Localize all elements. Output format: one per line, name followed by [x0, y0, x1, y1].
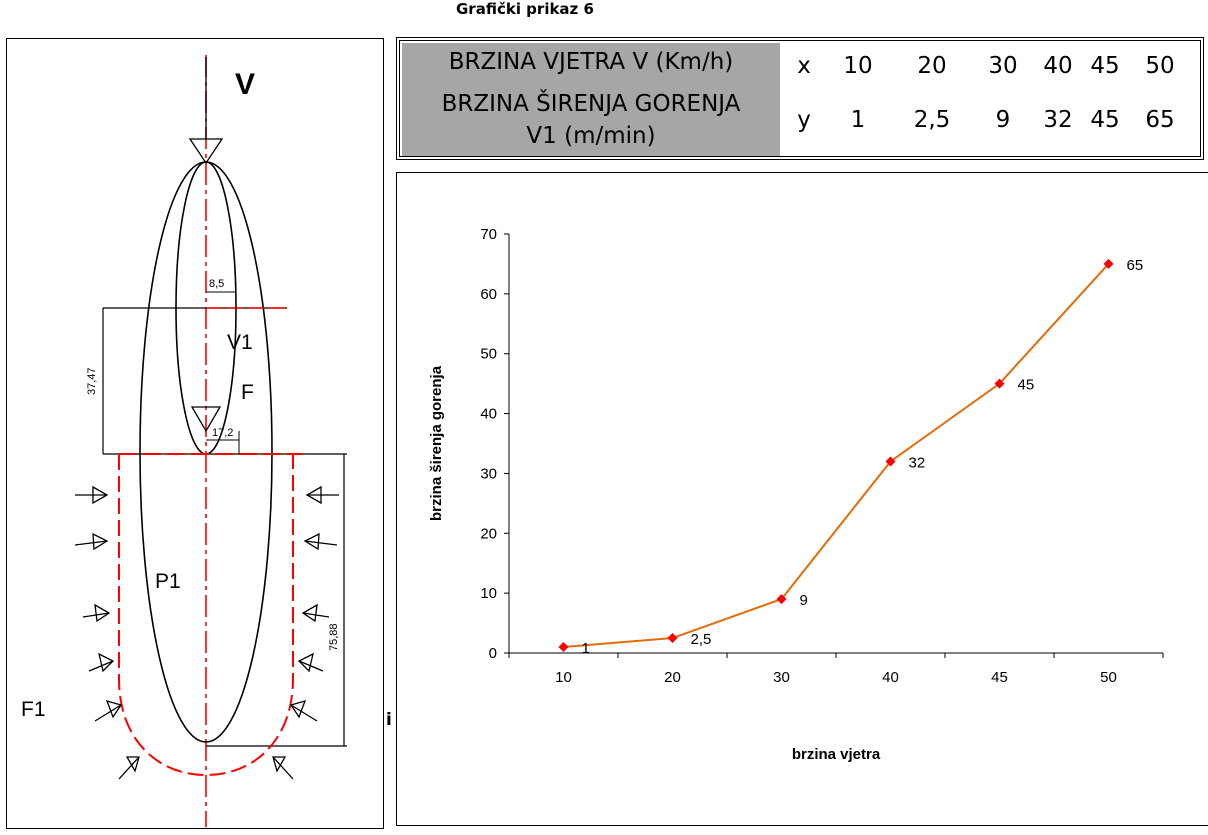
data-label: 9	[800, 592, 808, 609]
x-tick-label: 20	[664, 669, 681, 686]
flank-fire-contour	[118, 454, 294, 777]
data-label: 65	[1127, 257, 1144, 274]
data-label: 45	[1018, 377, 1035, 394]
row2-value: 1	[850, 107, 866, 133]
row1-value: 20	[917, 53, 947, 79]
row2-label-line2: V1 (m/min)	[526, 123, 656, 149]
row1-value: 10	[843, 53, 873, 79]
data-point-marker	[1103, 258, 1114, 269]
y-tick-label: 40	[480, 406, 497, 423]
x-tick-label: 45	[991, 669, 1008, 686]
data-point-marker	[994, 378, 1005, 389]
row2-label-line1: BRZINA ŠIRENJA GORENJA	[441, 91, 741, 117]
data-point-marker	[776, 594, 787, 605]
f1-label: F1	[21, 698, 46, 721]
left-flank-arrows	[74, 485, 140, 780]
y-tick-label: 60	[480, 286, 497, 303]
dimension-label-3747: 37,47	[86, 367, 98, 395]
dimension-label-85: 8,5	[209, 278, 224, 290]
p1-label: P1	[155, 570, 181, 593]
data-label: 32	[909, 454, 926, 471]
wind-label: V	[235, 68, 255, 101]
x-tick-label: 10	[555, 669, 572, 686]
dimension-label-7588: 75,88	[328, 623, 340, 651]
x-tick-label: 40	[882, 669, 899, 686]
data-point-marker	[885, 456, 896, 467]
y-tick-label: 30	[480, 465, 497, 482]
data-point-marker	[667, 633, 678, 644]
row1-value: 50	[1145, 53, 1175, 79]
f-label: F	[241, 381, 254, 404]
chart-frame: 0 10 20 30 40 50 60 70 10 20 30 40 45 50 1 2,5 9 32 45 65 …	[396, 172, 1208, 826]
data-point-marker	[558, 642, 569, 653]
x-axis-title: brzina vjetra	[792, 746, 881, 763]
row2-key: y	[797, 107, 811, 133]
chart-axes: 0 10 20 30 40 50 60 70 10 20 30 40 45 50	[480, 226, 1164, 686]
v1-label: V1	[227, 331, 253, 354]
row2-value: 65	[1145, 107, 1175, 133]
y-tick-label: 10	[480, 585, 497, 602]
fire-spread-diagram-svg: V 37,47 75,88 8,5 17,2 V1 F P1 F1	[21, 55, 347, 827]
fire-spread-diagram: V 37,47 75,88 8,5 17,2 V1 F P1 F1	[6, 38, 384, 829]
stray-text: i	[386, 710, 392, 730]
row1-value: 30	[988, 53, 1018, 79]
row2-value: 9	[995, 107, 1011, 133]
x-tick-label: 30	[773, 669, 790, 686]
row2-value: 32	[1043, 107, 1073, 133]
x-tick-label: 50	[1100, 669, 1117, 686]
row1-label: BRZINA VJETRA V (Km/h)	[448, 49, 734, 75]
data-table: BRZINA VJETRA V (Km/h) BRZINA ŠIRENJA GO…	[396, 37, 1204, 160]
wind-arrow-head	[188, 138, 224, 165]
data-label: 2,5	[691, 631, 712, 648]
row1-value: 45	[1090, 53, 1120, 79]
chart-series: 1 2,5 9 32 45 65	[558, 257, 1144, 657]
row1-value: 40	[1043, 53, 1073, 79]
dimension-label-172: 17,2	[212, 427, 233, 439]
y-tick-label: 0	[489, 645, 497, 662]
figure-caption: Grafički prikaz 6	[456, 0, 594, 18]
y-tick-label: 70	[480, 226, 497, 243]
row1-key: x	[797, 53, 811, 79]
series-line	[563, 263, 1110, 649]
data-label: 1	[582, 640, 590, 657]
row2-value: 2,5	[913, 107, 951, 133]
y-axis-title: brzina širenja gorenja	[428, 365, 445, 521]
spread-arrow-head	[190, 406, 222, 433]
table-header-column	[402, 43, 780, 156]
row2-value: 45	[1090, 107, 1120, 133]
y-tick-label: 20	[480, 525, 497, 542]
right-flank-arrows	[272, 485, 339, 780]
y-tick-label: 50	[480, 346, 497, 363]
